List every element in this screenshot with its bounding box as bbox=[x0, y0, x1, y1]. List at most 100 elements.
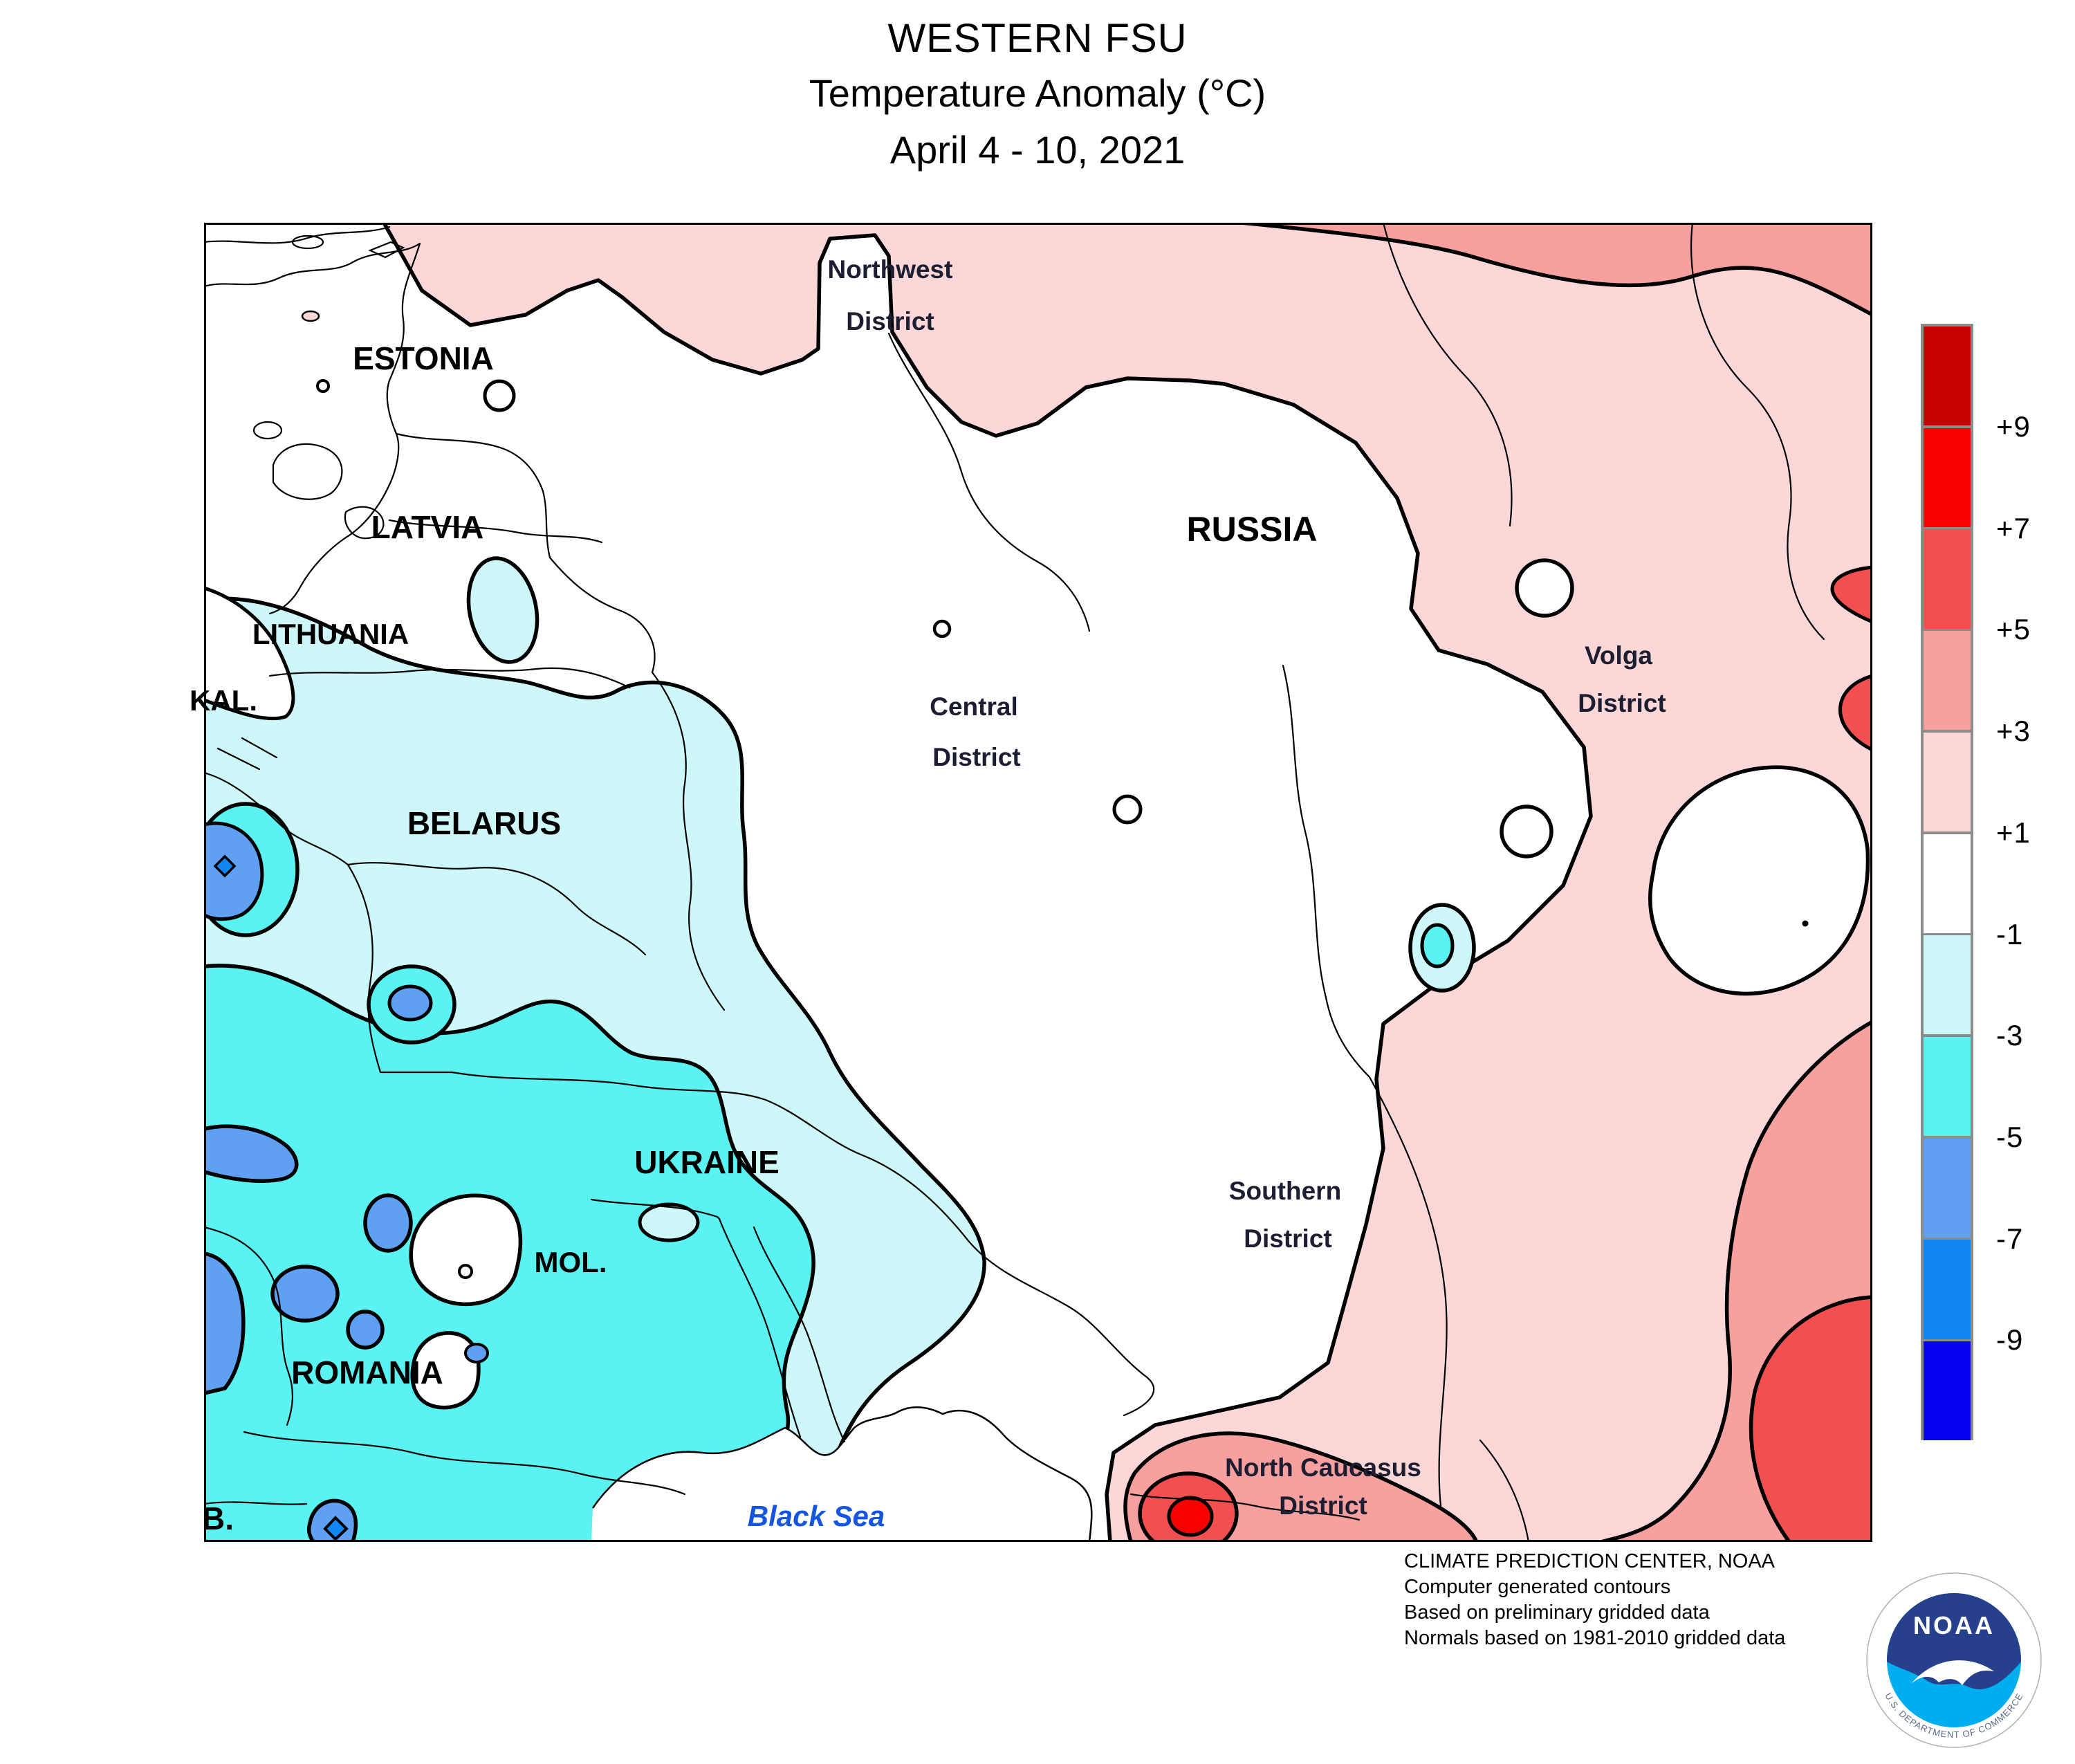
legend-tick-+7: +7 bbox=[1996, 511, 2031, 544]
legend-cell-0 bbox=[1924, 327, 1971, 426]
map-subtitle: Temperature Anomaly (°C) bbox=[809, 71, 1266, 115]
blob-minus5-b3 bbox=[270, 1265, 340, 1323]
lake-ring-central3 bbox=[1112, 794, 1143, 825]
blob-minus7-west bbox=[213, 854, 237, 878]
region-plus7-caucasus bbox=[1167, 1496, 1214, 1537]
contour-minus1 bbox=[204, 596, 986, 1542]
region-plus5-bump2 bbox=[1838, 674, 1872, 752]
label-central-district-line1: Central bbox=[930, 692, 1018, 721]
pink-islet-estonia bbox=[301, 310, 320, 322]
label-volga-district-line1: Volga bbox=[1585, 641, 1652, 670]
legend-tick-+3: +3 bbox=[1996, 715, 2031, 748]
blob-minus5-b5 bbox=[346, 1310, 385, 1350]
label-southern-district-line2: District bbox=[1244, 1224, 1332, 1253]
label-latvia: LATVIA bbox=[371, 509, 484, 545]
logo-seagull bbox=[1911, 1660, 1994, 1685]
contour-plus5-southeast bbox=[1749, 1295, 1872, 1542]
black-sea-fill bbox=[591, 1407, 1092, 1542]
map-frame bbox=[204, 223, 1872, 1542]
legend-cell-3 bbox=[1924, 631, 1971, 731]
label-northwest-district-line1: Northwest bbox=[827, 255, 953, 284]
contour-plus3-topright bbox=[1239, 223, 1872, 317]
lake-ring-volga2 bbox=[1500, 805, 1553, 858]
label-kaliningrad: KAL. bbox=[190, 684, 257, 717]
legend-cell-5 bbox=[1924, 834, 1971, 933]
white-wedge-kaliningrad bbox=[204, 586, 295, 721]
legend-cell-7 bbox=[1924, 1036, 1971, 1137]
blob-minus7-b6 bbox=[323, 1516, 349, 1541]
attribution-line-4: Normals based on 1981-2010 gridded data bbox=[1404, 1627, 1786, 1649]
contour-plus3-caucasus bbox=[1123, 1431, 1479, 1542]
label-belarus: BELARUS bbox=[407, 805, 562, 841]
label-lithuania: LITHUANIA bbox=[252, 618, 409, 650]
label-moldova: MOL. bbox=[534, 1246, 607, 1278]
legend-cell-2 bbox=[1924, 529, 1971, 629]
legend-tick-+1: +1 bbox=[1996, 816, 2031, 849]
map-date-range: April 4 - 10, 2021 bbox=[889, 128, 1186, 172]
label-romania: ROMANIA bbox=[291, 1354, 443, 1390]
contour-plus3-southeast bbox=[1599, 1020, 1872, 1542]
contour-plus1 bbox=[382, 223, 1593, 1542]
lake-ring-volga1 bbox=[1515, 558, 1574, 618]
attribution-line-3: Based on preliminary gridded data bbox=[1404, 1601, 1710, 1624]
map-title: WESTERN FSU bbox=[887, 16, 1188, 61]
legend-cell-10 bbox=[1924, 1341, 1971, 1441]
blob-minus5-b1 bbox=[204, 1124, 299, 1184]
lake-ring-estonia bbox=[316, 379, 330, 393]
legend-cell-4 bbox=[1924, 732, 1971, 832]
label-north-caucasus-line1: North Caucasus bbox=[1225, 1453, 1421, 1482]
legend-tick-+5: +5 bbox=[1996, 613, 2031, 646]
blob-minus5-b4 bbox=[204, 1251, 246, 1395]
white-pocket-romania bbox=[410, 1331, 481, 1410]
legend-tick--3: -3 bbox=[1996, 1019, 2024, 1052]
legend-tick-+9: +9 bbox=[1996, 410, 2031, 443]
label-central-district-line2: District bbox=[932, 743, 1021, 771]
label-volga-district-line2: District bbox=[1578, 689, 1666, 717]
blob-minus5-pocket bbox=[464, 1343, 489, 1363]
label-russia: RUSSIA bbox=[1186, 510, 1318, 549]
borders-thin bbox=[204, 223, 1825, 1542]
blob-minus5-b2 bbox=[363, 1193, 413, 1253]
label-estonia: ESTONIA bbox=[353, 340, 494, 376]
legend-colorbar bbox=[1921, 324, 1973, 1441]
legend-tick--7: -7 bbox=[1996, 1222, 2024, 1255]
label-black-sea: Black Sea bbox=[747, 1500, 885, 1532]
cyan-spot-inner bbox=[1420, 923, 1455, 968]
dot-volga bbox=[1802, 920, 1809, 927]
region-plus1-pink bbox=[384, 223, 1872, 1542]
logo-noaa-text: NOAA bbox=[1913, 1611, 1995, 1639]
legend-cell-6 bbox=[1924, 935, 1971, 1035]
lake-ring-central1 bbox=[483, 379, 516, 412]
label-northwest-district-line2: District bbox=[846, 307, 934, 336]
noaa-logo: NATIONAL OCEANIC AND ATMOSPHERIC ADMINIS… bbox=[1864, 1572, 2044, 1748]
blob-minus5-belarus bbox=[387, 984, 433, 1022]
legend-cell-9 bbox=[1924, 1240, 1971, 1339]
patch-minus1-in-cyan bbox=[638, 1202, 700, 1242]
attribution-block: CLIMATE PREDICTION CENTER, NOAA Computer … bbox=[1404, 1552, 1785, 1654]
black-sea-coastline bbox=[591, 1406, 1093, 1542]
legend-tick--5: -5 bbox=[1996, 1120, 2024, 1153]
lake-ring-central2 bbox=[932, 619, 952, 638]
region-plus3-topright bbox=[1242, 223, 1872, 315]
label-bulgaria: B. bbox=[202, 1500, 234, 1536]
white-island-volga bbox=[1648, 765, 1870, 996]
attribution-line-2: Computer generated contours bbox=[1404, 1576, 1671, 1598]
map-labels: Northwest District ESTONIA LATVIA RUSSIA LITH… bbox=[190, 223, 1872, 1542]
white-pocket-moldova bbox=[409, 1193, 523, 1307]
label-southern-district-line1: Southern bbox=[1228, 1177, 1342, 1205]
ring-in-pocket bbox=[458, 1264, 473, 1279]
legend-tick--1: -1 bbox=[1996, 917, 2024, 950]
attribution-line-1: CLIMATE PREDICTION CENTER, NOAA bbox=[1404, 1550, 1776, 1572]
legend-cell-8 bbox=[1924, 1138, 1971, 1238]
lake-blob-latvia bbox=[466, 556, 540, 664]
label-north-caucasus-line2: District bbox=[1279, 1491, 1367, 1520]
label-ukraine: UKRAINE bbox=[634, 1144, 780, 1180]
blob-minus5-west bbox=[204, 821, 264, 921]
map-area: Northwest District ESTONIA LATVIA RUSSIA LITH… bbox=[190, 223, 1872, 1542]
legend-cell-1 bbox=[1924, 428, 1971, 527]
logo-dark-top bbox=[1887, 1593, 2021, 1689]
legend-tick--9: -9 bbox=[1996, 1323, 2024, 1357]
region-plus5-southeast bbox=[1751, 1297, 1872, 1542]
contour-map bbox=[204, 223, 1872, 1542]
